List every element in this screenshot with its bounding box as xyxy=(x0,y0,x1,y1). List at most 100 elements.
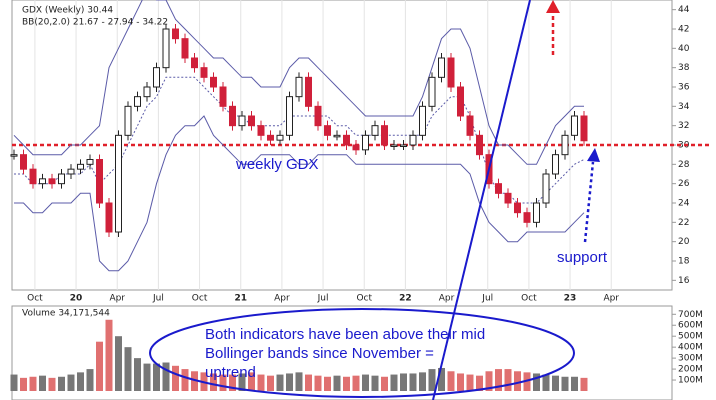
candle xyxy=(447,57,455,88)
volume-bar xyxy=(124,347,132,391)
x-tick-label: 20 xyxy=(70,294,83,304)
candle xyxy=(124,105,132,136)
candle xyxy=(115,134,122,233)
candle xyxy=(200,67,208,78)
callout-ellipse xyxy=(149,308,575,398)
volume-bar xyxy=(181,369,189,391)
candle xyxy=(571,115,578,136)
candle xyxy=(542,173,550,204)
volume-bar xyxy=(352,375,360,391)
candle xyxy=(295,76,303,98)
volume-bar xyxy=(314,375,322,391)
volume-label: Volume 34,171,544 xyxy=(22,309,110,319)
volume-bar xyxy=(371,375,379,391)
indicator-label: BB(20,2.0) 21.67 - 27.94 - 34.22 xyxy=(22,18,168,28)
candle xyxy=(504,192,512,204)
candle xyxy=(314,105,322,127)
candle xyxy=(476,134,483,156)
y-tick-label: 38 xyxy=(678,63,690,73)
candle xyxy=(219,86,227,107)
volume-bar xyxy=(143,363,151,391)
candle xyxy=(514,202,521,214)
volume-bar xyxy=(533,373,540,391)
candle xyxy=(191,57,198,69)
candle xyxy=(172,28,179,40)
y-tick-label: 200M xyxy=(678,365,703,375)
x-tick-label: Apr xyxy=(109,294,125,304)
volume-bar xyxy=(162,362,170,391)
candle xyxy=(153,67,160,88)
volume-bar xyxy=(286,373,293,391)
candle xyxy=(466,115,474,136)
volume-bar xyxy=(267,375,274,391)
candle xyxy=(533,202,540,223)
volume-bar xyxy=(86,369,94,391)
band-line xyxy=(14,115,585,272)
y-tick-label: 24 xyxy=(678,199,690,209)
candle xyxy=(324,125,331,136)
x-tick-label: Jul xyxy=(481,294,493,304)
y-tick-label: 100M xyxy=(678,376,703,386)
blue-arrow xyxy=(583,161,595,243)
support-label: support xyxy=(557,249,608,266)
candle xyxy=(134,96,141,107)
candle xyxy=(428,76,436,107)
y-tick-label: 40 xyxy=(678,44,690,54)
candle xyxy=(181,38,189,59)
volume-bar xyxy=(495,369,502,391)
pointer-line xyxy=(432,0,531,400)
candle xyxy=(48,178,56,185)
volume-bar xyxy=(276,374,284,391)
volume-bar xyxy=(400,373,407,391)
candle xyxy=(352,144,360,151)
chart-label: weekly GDX xyxy=(235,156,319,173)
volume-bar xyxy=(39,375,46,391)
y-tick-label: 600M xyxy=(678,321,703,331)
band-line xyxy=(13,0,584,165)
x-tick-label: Oct xyxy=(192,294,208,304)
candle xyxy=(29,168,37,185)
x-tick-label: Apr xyxy=(603,294,619,304)
candle xyxy=(495,183,502,194)
candle xyxy=(561,134,569,156)
callout-line: Bollinger bands since November = xyxy=(205,345,434,362)
x-tick-label: Apr xyxy=(439,294,455,304)
y-tick-label: 28 xyxy=(678,160,690,170)
y-tick-label: 16 xyxy=(678,276,690,286)
candle xyxy=(362,134,369,151)
y-tick-label: 34 xyxy=(678,102,690,112)
candle xyxy=(371,125,379,136)
volume-bar xyxy=(248,372,255,391)
volume-bar xyxy=(476,375,483,391)
volume-bar xyxy=(191,371,198,391)
candle xyxy=(39,178,46,185)
volume-bar xyxy=(561,376,569,391)
candle xyxy=(580,115,588,142)
volume-bar xyxy=(219,374,227,391)
candle xyxy=(248,115,255,127)
volume-bar xyxy=(229,374,236,391)
volume-bar xyxy=(134,358,141,391)
volume-bar xyxy=(419,372,426,391)
x-tick-label: 22 xyxy=(399,294,412,304)
x-tick-label: Oct xyxy=(521,294,537,304)
y-tick-label: 30 xyxy=(678,141,690,151)
candle xyxy=(238,115,246,127)
volume-bar xyxy=(466,374,474,391)
x-tick-label: Oct xyxy=(27,294,43,304)
volume-bar xyxy=(390,374,398,391)
volume-bar xyxy=(447,371,455,391)
x-tick-label: Jul xyxy=(317,294,329,304)
volume-bar xyxy=(48,377,56,391)
volume-bar xyxy=(257,374,265,391)
candle xyxy=(67,168,75,175)
volume-bar xyxy=(115,336,122,391)
volume-bar xyxy=(580,377,588,391)
volume-bar xyxy=(542,374,550,391)
volume-bar xyxy=(552,375,559,391)
candle xyxy=(58,173,65,185)
candle xyxy=(229,105,236,127)
volume-bar xyxy=(29,376,37,391)
volume-bar xyxy=(504,369,512,391)
